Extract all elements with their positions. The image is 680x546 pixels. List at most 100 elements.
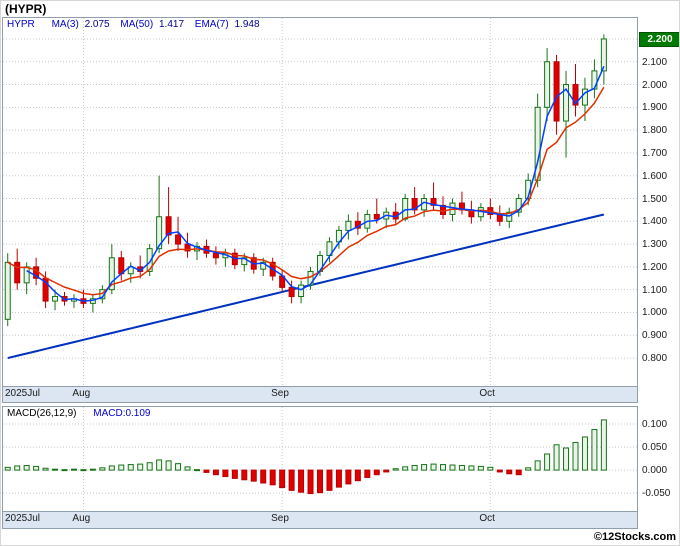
macd-legend: MACD(26,12,9) MACD:0.109 <box>7 408 151 419</box>
macd-bar <box>61 469 68 472</box>
macd-axis: 0.100 0.050 0.000 -0.050 <box>640 407 679 512</box>
macd-bar <box>477 465 484 471</box>
price-tick-label: 1.400 <box>642 216 668 228</box>
price-tick-label: 1.700 <box>642 147 668 159</box>
macd-bar <box>421 464 428 471</box>
macd-bar <box>544 453 551 471</box>
macd-bar <box>307 469 314 495</box>
candle-body <box>600 38 607 72</box>
x-axis-label: Sep <box>271 513 289 524</box>
ma3-line <box>26 66 605 302</box>
macd-xaxis: 2025Jul Aug Sep Oct <box>3 511 637 528</box>
macd-bar <box>335 469 342 488</box>
candle-body <box>298 284 305 298</box>
legend-ema7-label: EMA(7) <box>194 19 229 30</box>
macd-tick-label: 0.100 <box>642 419 668 431</box>
candle-body <box>572 84 579 106</box>
price-tick-label: 1.000 <box>642 307 668 319</box>
macd-legend-label: MACD(26,12,9) <box>7 408 77 419</box>
price-legend: HYPR MA(3) 2.075 MA(50) 1.417 EMA(7) 1.9… <box>7 19 260 30</box>
macd-bar <box>52 468 59 471</box>
candle-body <box>118 257 125 275</box>
macd-bar <box>411 464 418 471</box>
macd-bar <box>354 469 361 482</box>
candle-body <box>591 70 598 90</box>
legend-ma3-value: 2.075 <box>84 19 110 30</box>
x-axis-label: Oct <box>479 513 495 524</box>
candle-body <box>288 286 295 298</box>
candle-body <box>241 257 248 266</box>
candle-body <box>212 252 219 259</box>
macd-bar <box>260 469 267 484</box>
candle-body <box>108 257 115 291</box>
price-tick-label: 2.100 <box>642 56 668 68</box>
macd-bar <box>373 469 380 476</box>
candle-body <box>175 234 182 245</box>
macd-bar <box>392 468 399 471</box>
current-price-tag: 2.200 <box>639 31 679 47</box>
macd-bar <box>506 469 513 475</box>
macd-bar <box>581 436 588 471</box>
macd-bar <box>288 469 295 491</box>
macd-bar <box>127 464 134 471</box>
candle-body <box>515 198 522 213</box>
macd-bar <box>317 469 323 494</box>
macd-bar <box>99 467 106 471</box>
candle-body <box>563 84 570 122</box>
candle-body <box>373 213 380 220</box>
macd-tick-label: 0.000 <box>642 465 668 477</box>
macd-tick-label: 0.050 <box>642 442 668 454</box>
macd-bar <box>146 462 153 471</box>
macd-bar <box>23 464 30 471</box>
macd-bar <box>364 469 371 478</box>
x-axis-label: Aug <box>72 513 91 524</box>
price-tick-label: 0.800 <box>642 353 668 365</box>
candle-body <box>52 296 59 302</box>
price-tick-label: 1.100 <box>642 284 668 296</box>
macd-bar <box>600 419 607 471</box>
macd-bar <box>496 469 503 473</box>
price-tick-label: 1.600 <box>642 170 668 182</box>
price-tick-label: 1.900 <box>642 102 668 114</box>
macd-tick-label: -0.050 <box>642 488 671 500</box>
price-tick-label: 1.200 <box>642 261 668 273</box>
macd-bar <box>269 469 276 486</box>
macd-bar <box>193 469 200 472</box>
legend-ma50-value: 1.417 <box>158 19 185 30</box>
price-tick-label: 0.900 <box>642 330 668 342</box>
price-panel: HYPR MA(3) 2.075 MA(50) 1.417 EMA(7) 1.9… <box>2 17 638 403</box>
macd-panel: MACD(26,12,9) MACD:0.109 2025Jul Aug Sep Oc… <box>2 406 638 529</box>
price-xaxis: 2025Jul Aug Sep Oct <box>3 386 637 402</box>
price-tick-label: 1.300 <box>642 239 668 251</box>
macd-bar <box>534 460 541 471</box>
macd-legend-value: MACD:0.109 <box>93 408 151 419</box>
macd-bar <box>515 469 522 476</box>
macd-bar <box>572 441 579 471</box>
candle-body <box>4 261 11 320</box>
macd-bar <box>33 465 40 471</box>
price-axis: 2.200 2.100 2.000 1.900 1.800 1.700 1.600 1.500… <box>640 18 679 387</box>
price-chart <box>3 18 637 387</box>
macd-bar <box>89 468 96 471</box>
macd-bar <box>108 465 115 471</box>
candle-body <box>411 198 418 211</box>
macd-bar <box>222 469 229 478</box>
watermark-link[interactable]: ©12Stocks.com <box>593 531 676 543</box>
macd-bar <box>42 467 49 471</box>
candle-body <box>506 211 513 222</box>
candle-body <box>345 220 352 231</box>
macd-bar <box>458 464 465 471</box>
legend-ma3-label: MA(3) <box>51 19 79 30</box>
candle-body <box>402 198 409 220</box>
macd-bar <box>250 469 257 482</box>
candle-body <box>146 248 153 272</box>
price-tick-label: 1.800 <box>642 125 668 137</box>
macd-bar <box>80 469 87 472</box>
macd-bar <box>525 467 532 471</box>
x-axis-label: Oct <box>479 388 495 399</box>
candle-body <box>553 61 560 122</box>
macd-bar <box>184 466 191 471</box>
legend-ma50-label: MA(50) <box>120 19 154 30</box>
macd-bar <box>326 469 333 491</box>
